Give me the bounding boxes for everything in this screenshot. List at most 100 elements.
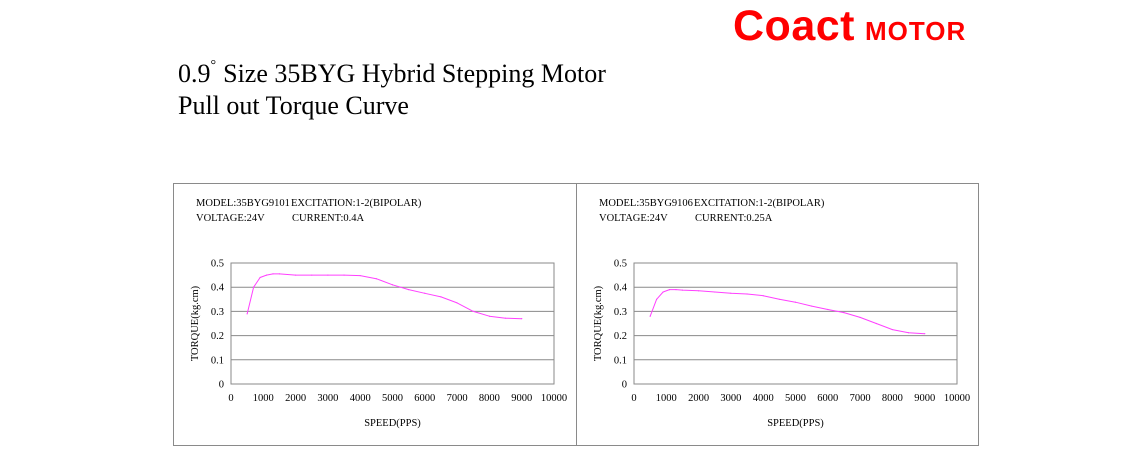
current-label: CURRENT:0.25A	[695, 213, 773, 224]
y-tick-label: 0.1	[211, 355, 224, 366]
y-tick-label: 0.1	[614, 355, 627, 366]
data-point	[794, 301, 797, 303]
data-point	[375, 278, 377, 280]
y-tick-label: 0.4	[211, 283, 225, 294]
data-point	[668, 289, 671, 291]
x-tick-label: 3000	[317, 393, 338, 404]
data-point	[924, 333, 926, 335]
data-point	[714, 291, 716, 293]
data-point	[265, 274, 268, 276]
data-point	[343, 274, 345, 276]
data-point	[681, 289, 684, 291]
data-point	[521, 318, 523, 320]
data-point	[272, 273, 274, 275]
data-point	[649, 315, 651, 317]
x-tick-label: 6000	[414, 393, 435, 404]
data-point	[278, 273, 281, 275]
model-label: MODEL:35BYG9106	[599, 198, 693, 209]
x-tick-label: 2000	[285, 393, 306, 404]
plot-frame	[633, 262, 958, 385]
excitation-label: EXCITATION:1-2(BIPOLAR)	[291, 198, 422, 209]
x-tick-label: 9000	[511, 393, 532, 404]
x-tick-label: 4000	[753, 393, 774, 404]
data-point	[662, 291, 664, 293]
y-tick-label: 0.4	[614, 283, 628, 294]
x-tick-label: 7000	[850, 393, 871, 404]
data-point	[843, 312, 845, 314]
data-point	[859, 316, 861, 319]
data-point	[359, 274, 361, 277]
x-tick-label: 1000	[656, 393, 677, 404]
data-point	[311, 274, 313, 276]
x-tick-label: 8000	[882, 393, 903, 404]
x-tick-label: 0	[631, 393, 636, 404]
degree-symbol: °	[210, 58, 217, 73]
brand-suffix: MOTOR	[864, 16, 967, 46]
data-point	[391, 284, 394, 286]
y-tick-label: 0.3	[211, 307, 224, 318]
data-point	[762, 295, 764, 297]
data-point	[730, 292, 732, 294]
data-point	[504, 317, 507, 319]
x-tick-label: 3000	[720, 393, 741, 404]
y-tick-label: 0.2	[614, 331, 627, 342]
data-point	[440, 296, 442, 298]
torque-chart-2: MODEL:35BYG9106 EXCITATION:1-2(BIPOLAR) VO…	[593, 198, 970, 429]
chart-panel-1: MODEL:35BYG9101 EXCITATION:1-2(BIPOLAR) VO…	[173, 183, 577, 446]
title-rest: Size 35BYG Hybrid Stepping Motor	[223, 59, 606, 88]
data-point	[259, 276, 261, 279]
y-tick-label: 0.5	[614, 259, 627, 270]
x-tick-label: 1000	[253, 393, 274, 404]
x-tick-label: 5000	[785, 393, 806, 404]
data-point	[698, 290, 700, 292]
data-point	[472, 310, 474, 312]
data-point	[656, 298, 658, 300]
x-tick-label: 9000	[914, 393, 935, 404]
model-label: MODEL:35BYG9101	[196, 198, 290, 209]
x-tick-label: 6000	[817, 393, 838, 404]
data-point	[488, 315, 490, 317]
y-tick-label: 0	[219, 380, 224, 391]
data-point	[675, 289, 677, 291]
y-axis-label: TORQUE(kg.cm)	[190, 285, 201, 361]
data-point	[295, 274, 297, 276]
y-tick-label: 0.5	[211, 259, 224, 270]
page-title: 0.9° Size 35BYG Hybrid Stepping Motor	[178, 58, 606, 89]
x-tick-label: 0	[228, 393, 233, 404]
data-point	[907, 332, 910, 334]
y-tick-label: 0.2	[211, 331, 224, 342]
title-prefix: 0.9	[178, 59, 211, 88]
x-tick-label: 7000	[447, 393, 468, 404]
x-tick-label: 10000	[541, 393, 567, 404]
x-tick-label: 4000	[350, 393, 371, 404]
data-point	[253, 286, 255, 288]
current-label: CURRENT:0.4A	[292, 213, 365, 224]
data-point	[424, 292, 426, 294]
y-tick-label: 0	[622, 380, 627, 391]
data-point	[456, 302, 458, 304]
voltage-label: VOLTAGE:24V	[599, 213, 668, 224]
x-tick-label: 8000	[479, 393, 500, 404]
x-tick-label: 2000	[688, 393, 709, 404]
plot-frame	[230, 262, 555, 385]
brand-logo: Coact MOTOR	[733, 2, 966, 51]
x-axis-label: SPEED(PPS)	[767, 418, 824, 429]
data-point	[327, 274, 329, 276]
data-point	[827, 308, 829, 311]
data-point	[875, 322, 877, 325]
data-point	[778, 298, 780, 300]
data-point	[408, 289, 410, 291]
data-point	[811, 305, 813, 307]
page-subtitle: Pull out Torque Curve	[178, 91, 409, 120]
y-axis-label: TORQUE(kg.cm)	[593, 285, 604, 361]
x-tick-label: 5000	[382, 393, 403, 404]
voltage-label: VOLTAGE:24V	[196, 213, 265, 224]
y-tick-label: 0.3	[614, 307, 627, 318]
torque-chart-1: MODEL:35BYG9101 EXCITATION:1-2(BIPOLAR) VO…	[190, 198, 567, 429]
excitation-label: EXCITATION:1-2(BIPOLAR)	[694, 198, 825, 209]
data-point	[746, 293, 748, 295]
data-point	[246, 313, 248, 315]
x-axis-label: SPEED(PPS)	[364, 418, 421, 429]
data-point	[891, 328, 893, 331]
chart-panel-2: MODEL:35BYG9106 EXCITATION:1-2(BIPOLAR) VO…	[576, 183, 979, 446]
